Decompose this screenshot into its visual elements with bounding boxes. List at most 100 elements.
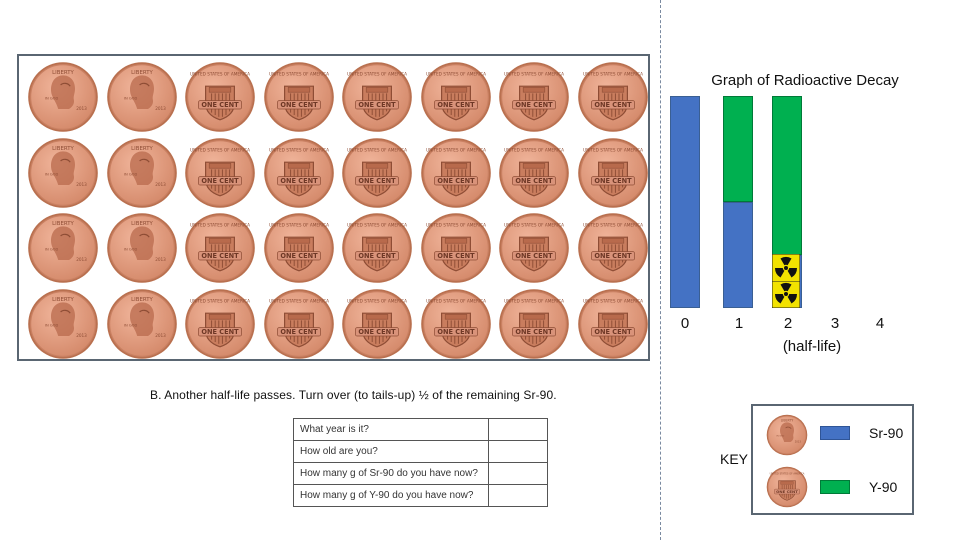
svg-text:ONE CENT: ONE CENT (201, 177, 239, 185)
svg-text:ONE CENT: ONE CENT (515, 252, 553, 260)
question-sr90-grams: How many g of Sr-90 do you have now? (293, 462, 489, 485)
radiation-hazard-icon (771, 279, 801, 309)
penny-heads-icon[interactable]: LIBERTY IN GOD 2013 (27, 61, 99, 133)
penny-heads-icon[interactable]: LIBERTY IN GOD 2013 (27, 288, 99, 360)
table-row: How many g of Sr-90 do you have now? (293, 462, 549, 485)
svg-text:ONE CENT: ONE CENT (358, 252, 396, 260)
radiation-hazard-icon (771, 253, 801, 283)
svg-text:ONE CENT: ONE CENT (358, 177, 396, 185)
answer-cell-sr90[interactable] (487, 462, 549, 485)
svg-text:2013: 2013 (155, 257, 166, 262)
svg-text:LIBERTY: LIBERTY (781, 419, 794, 423)
svg-text:UNITED STATES OF AMERICA: UNITED STATES OF AMERICA (426, 147, 486, 152)
svg-text:IN GOD: IN GOD (45, 323, 59, 327)
penny-heads-icon[interactable]: LIBERTY IN GOD 2013 (106, 212, 178, 284)
x-tick-2: 2 (783, 315, 793, 332)
key-swatch-y90 (820, 480, 850, 494)
svg-text:ONE CENT: ONE CENT (280, 328, 318, 336)
bar-y90-halflife-2 (772, 96, 802, 255)
penny-tails-icon[interactable]: ONE CENT UNITED STATES OF AMERICA (184, 137, 256, 209)
svg-text:UNITED STATES OF AMERICA: UNITED STATES OF AMERICA (269, 147, 329, 152)
svg-text:UNITED STATES OF AMERICA: UNITED STATES OF AMERICA (583, 298, 643, 303)
penny-tails-icon[interactable]: ONE CENT UNITED STATES OF AMERICA (498, 61, 570, 133)
penny-tails-icon[interactable]: ONE CENT UNITED STATES OF AMERICA (498, 137, 570, 209)
svg-text:LIBERTY: LIBERTY (52, 146, 74, 152)
penny-tails-icon[interactable]: ONE CENT UNITED STATES OF AMERICA (341, 212, 413, 284)
question-year: What year is it? (293, 418, 489, 441)
penny-tails-icon[interactable]: ONE CENT UNITED STATES OF AMERICA (341, 61, 413, 133)
penny-grid: LIBERTY IN GOD 2013 LIBERTY IN GOD 2013 (17, 54, 650, 361)
svg-text:ONE CENT: ONE CENT (201, 252, 239, 260)
svg-text:ONE CENT: ONE CENT (358, 101, 396, 109)
penny-heads-icon[interactable]: LIBERTY IN GOD 2013 (106, 137, 178, 209)
penny-tails-icon[interactable]: ONE CENT UNITED STATES OF AMERICA (263, 137, 335, 209)
penny-tails-icon[interactable]: ONE CENT UNITED STATES OF AMERICA (263, 288, 335, 360)
penny-tails-icon[interactable]: ONE CENT UNITED STATES OF AMERICA (341, 288, 413, 360)
svg-text:UNITED STATES OF AMERICA: UNITED STATES OF AMERICA (347, 147, 407, 152)
penny-tails-icon[interactable]: ONE CENT UNITED STATES OF AMERICA (184, 212, 256, 284)
penny-tails-icon[interactable]: ONE CENT UNITED STATES OF AMERICA (263, 212, 335, 284)
svg-text:LIBERTY: LIBERTY (52, 70, 74, 76)
svg-text:ONE CENT: ONE CENT (437, 252, 475, 260)
svg-text:ONE CENT: ONE CENT (201, 328, 239, 336)
svg-text:UNITED STATES OF AMERICA: UNITED STATES OF AMERICA (190, 71, 250, 76)
svg-text:ONE CENT: ONE CENT (515, 328, 553, 336)
answer-cell-y90[interactable] (487, 484, 549, 507)
penny-heads-icon[interactable]: LIBERTY IN GOD 2013 (27, 137, 99, 209)
svg-text:UNITED STATES OF AMERICA: UNITED STATES OF AMERICA (269, 298, 329, 303)
svg-text:ONE CENT: ONE CENT (437, 177, 475, 185)
key-box: LIBERTY IN GOD 2013 Sr-90 ONE CENT UNITE… (751, 404, 914, 515)
bar-y90-halflife-1 (723, 96, 753, 202)
penny-tails-icon[interactable]: ONE CENT UNITED STATES OF AMERICA (577, 288, 649, 360)
question-table: What year is it? How old are you? How ma… (293, 418, 549, 507)
penny-tails-icon[interactable]: ONE CENT UNITED STATES OF AMERICA (577, 137, 649, 209)
svg-text:IN GOD: IN GOD (124, 247, 138, 251)
penny-tails-icon[interactable]: ONE CENT UNITED STATES OF AMERICA (184, 61, 256, 133)
penny-heads-icon[interactable]: LIBERTY IN GOD 2013 (106, 288, 178, 360)
svg-text:ONE CENT: ONE CENT (594, 252, 632, 260)
svg-text:UNITED STATES OF AMERICA: UNITED STATES OF AMERICA (269, 71, 329, 76)
table-row: How many g of Y-90 do you have now? (293, 484, 549, 507)
penny-tails-icon[interactable]: ONE CENT UNITED STATES OF AMERICA (498, 212, 570, 284)
svg-text:IN GOD: IN GOD (124, 172, 138, 176)
penny-tails-icon[interactable]: ONE CENT UNITED STATES OF AMERICA (420, 212, 492, 284)
penny-heads-icon[interactable]: LIBERTY IN GOD 2013 (27, 212, 99, 284)
svg-text:LIBERTY: LIBERTY (131, 70, 153, 76)
penny-tails-icon[interactable]: ONE CENT UNITED STATES OF AMERICA (263, 61, 335, 133)
svg-text:LIBERTY: LIBERTY (52, 297, 74, 303)
penny-tails-icon[interactable]: ONE CENT UNITED STATES OF AMERICA (420, 288, 492, 360)
svg-text:UNITED STATES OF AMERICA: UNITED STATES OF AMERICA (504, 298, 564, 303)
answer-cell-year[interactable] (487, 418, 549, 441)
penny-heads-icon[interactable]: LIBERTY IN GOD 2013 (106, 61, 178, 133)
svg-text:IN GOD: IN GOD (45, 172, 59, 176)
svg-text:IN GOD: IN GOD (124, 96, 138, 100)
penny-tails-icon[interactable]: ONE CENT UNITED STATES OF AMERICA (420, 137, 492, 209)
svg-text:2013: 2013 (76, 333, 87, 338)
svg-text:ONE CENT: ONE CENT (594, 101, 632, 109)
penny-tails-icon[interactable]: ONE CENT UNITED STATES OF AMERICA (577, 212, 649, 284)
svg-text:IN GOD: IN GOD (45, 247, 59, 251)
svg-text:UNITED STATES OF AMERICA: UNITED STATES OF AMERICA (504, 71, 564, 76)
svg-text:UNITED STATES OF AMERICA: UNITED STATES OF AMERICA (583, 147, 643, 152)
svg-text:LIBERTY: LIBERTY (131, 146, 153, 152)
svg-text:UNITED STATES OF AMERICA: UNITED STATES OF AMERICA (190, 222, 250, 227)
svg-text:ONE CENT: ONE CENT (594, 328, 632, 336)
penny-tails-icon[interactable]: ONE CENT UNITED STATES OF AMERICA (577, 61, 649, 133)
penny-tails-icon[interactable]: ONE CENT UNITED STATES OF AMERICA (420, 61, 492, 133)
svg-text:UNITED STATES OF AMERICA: UNITED STATES OF AMERICA (504, 147, 564, 152)
penny-tails-icon[interactable]: ONE CENT UNITED STATES OF AMERICA (184, 288, 256, 360)
table-row: What year is it? (293, 418, 549, 441)
question-y90-grams: How many g of Y-90 do you have now? (293, 484, 489, 507)
svg-text:UNITED STATES OF AMERICA: UNITED STATES OF AMERICA (347, 298, 407, 303)
svg-text:UNITED STATES OF AMERICA: UNITED STATES OF AMERICA (426, 71, 486, 76)
svg-text:ONE CENT: ONE CENT (280, 177, 318, 185)
svg-text:ONE CENT: ONE CENT (594, 177, 632, 185)
svg-text:IN GOD: IN GOD (45, 96, 59, 100)
penny-tails-icon[interactable]: ONE CENT UNITED STATES OF AMERICA (498, 288, 570, 360)
bar-sr90-halflife-0 (670, 96, 700, 308)
answer-cell-age[interactable] (487, 440, 549, 463)
svg-text:ONE CENT: ONE CENT (437, 101, 475, 109)
svg-text:2013: 2013 (76, 257, 87, 262)
page-divider (660, 0, 661, 540)
penny-tails-icon[interactable]: ONE CENT UNITED STATES OF AMERICA (341, 137, 413, 209)
